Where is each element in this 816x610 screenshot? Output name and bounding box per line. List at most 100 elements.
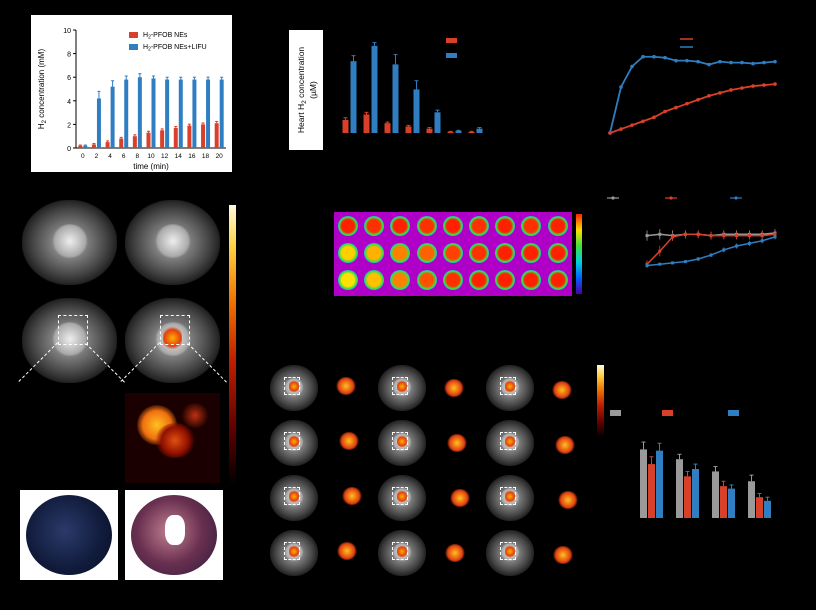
data-point [641,119,645,124]
legend-swatch [662,410,673,416]
data-point [641,54,645,59]
x-tick-label: 0 [81,153,85,160]
bar [756,497,763,518]
bar [110,86,115,148]
bar [173,127,178,148]
roi-box [284,377,300,395]
well [545,214,570,238]
well [467,241,491,265]
legend-marker [734,196,738,200]
x-axis-label: time (min) [133,162,169,171]
bar [178,79,183,148]
data-point [773,235,777,239]
mri-series-image [270,365,318,411]
bar [350,61,357,134]
data-point [685,101,689,106]
bar [712,471,719,518]
mri-series-image [486,530,534,576]
bar [764,500,771,518]
y-tick-label: 0 [67,146,71,153]
x-tick-label: 6 [122,153,126,160]
panel-a-svg: 0 2 4 6 8 10 0 2 4 6 8 10 12 14 16 18 20 time (min) H2 con… [37,28,226,171]
y-tick-label: 10 [63,28,71,35]
bar [455,130,462,133]
well [414,268,439,292]
mri-image-4 [125,298,220,383]
bar [342,119,349,133]
mri-series-zoom [330,373,368,405]
y-axis-label: H2 concentration (mM) [37,49,48,130]
panel-c-chart [590,25,790,145]
x-tick-label: 4 [108,153,112,160]
data-point [663,109,667,114]
data-point [729,88,733,92]
bar [413,89,420,133]
x-tick-label: 16 [188,153,196,160]
data-point [685,58,689,63]
x-tick-label: 20 [216,153,224,160]
data-point [740,60,744,65]
data-point [683,232,687,236]
bar [160,130,165,148]
data-point [751,61,755,66]
well [545,268,570,292]
mri-series-image [378,365,426,411]
y-axis-label: Heart H2 concentration [296,47,308,134]
bar [78,145,83,148]
legend-marker [611,196,615,200]
roi-box [500,432,516,450]
data-point [663,55,667,60]
well [388,214,413,238]
mri-image-1 [22,200,117,285]
data-point [645,264,649,267]
data-point [696,257,700,261]
mri-series-image [486,475,534,521]
ylabel-box [289,30,323,150]
panel-b-chart: Heart H2 concentration (µM) [284,25,504,155]
mri-image-3 [22,298,117,383]
well [388,241,413,265]
bar [119,138,124,148]
data-point [760,234,764,238]
data-point [630,123,634,127]
well [519,268,544,292]
well [336,241,360,265]
bar [384,123,391,133]
data-point [674,58,678,63]
bar [426,128,433,133]
mri-series-zoom [330,538,368,570]
data-point [722,248,726,252]
roi-box-1 [58,315,88,345]
panel-e-chart [600,400,800,530]
well [493,268,518,292]
data-point [747,241,751,245]
data-point [729,60,733,65]
well-plate [334,212,572,296]
well [336,268,360,292]
data-point [658,232,662,236]
panel-d-svg [607,196,777,269]
data-point [735,234,739,238]
mri-series-image [270,475,318,521]
well [519,214,544,238]
mri-series-image [486,365,534,411]
bar [468,131,475,133]
data-point [645,234,649,238]
bar [105,142,110,148]
well [414,214,439,238]
legend-swatch [728,410,739,416]
bar [640,449,647,518]
bar [96,98,101,148]
mri-series-zoom [330,428,368,460]
data-point [773,59,777,64]
mri-series-zoom [438,428,476,460]
panel-c-svg [608,38,777,135]
mri-series-zoom [330,483,368,515]
data-point [619,127,623,131]
bar [83,145,88,148]
well [440,241,465,265]
bar [728,488,735,518]
well [467,214,491,238]
data-point [696,59,700,64]
data-point [707,62,711,67]
